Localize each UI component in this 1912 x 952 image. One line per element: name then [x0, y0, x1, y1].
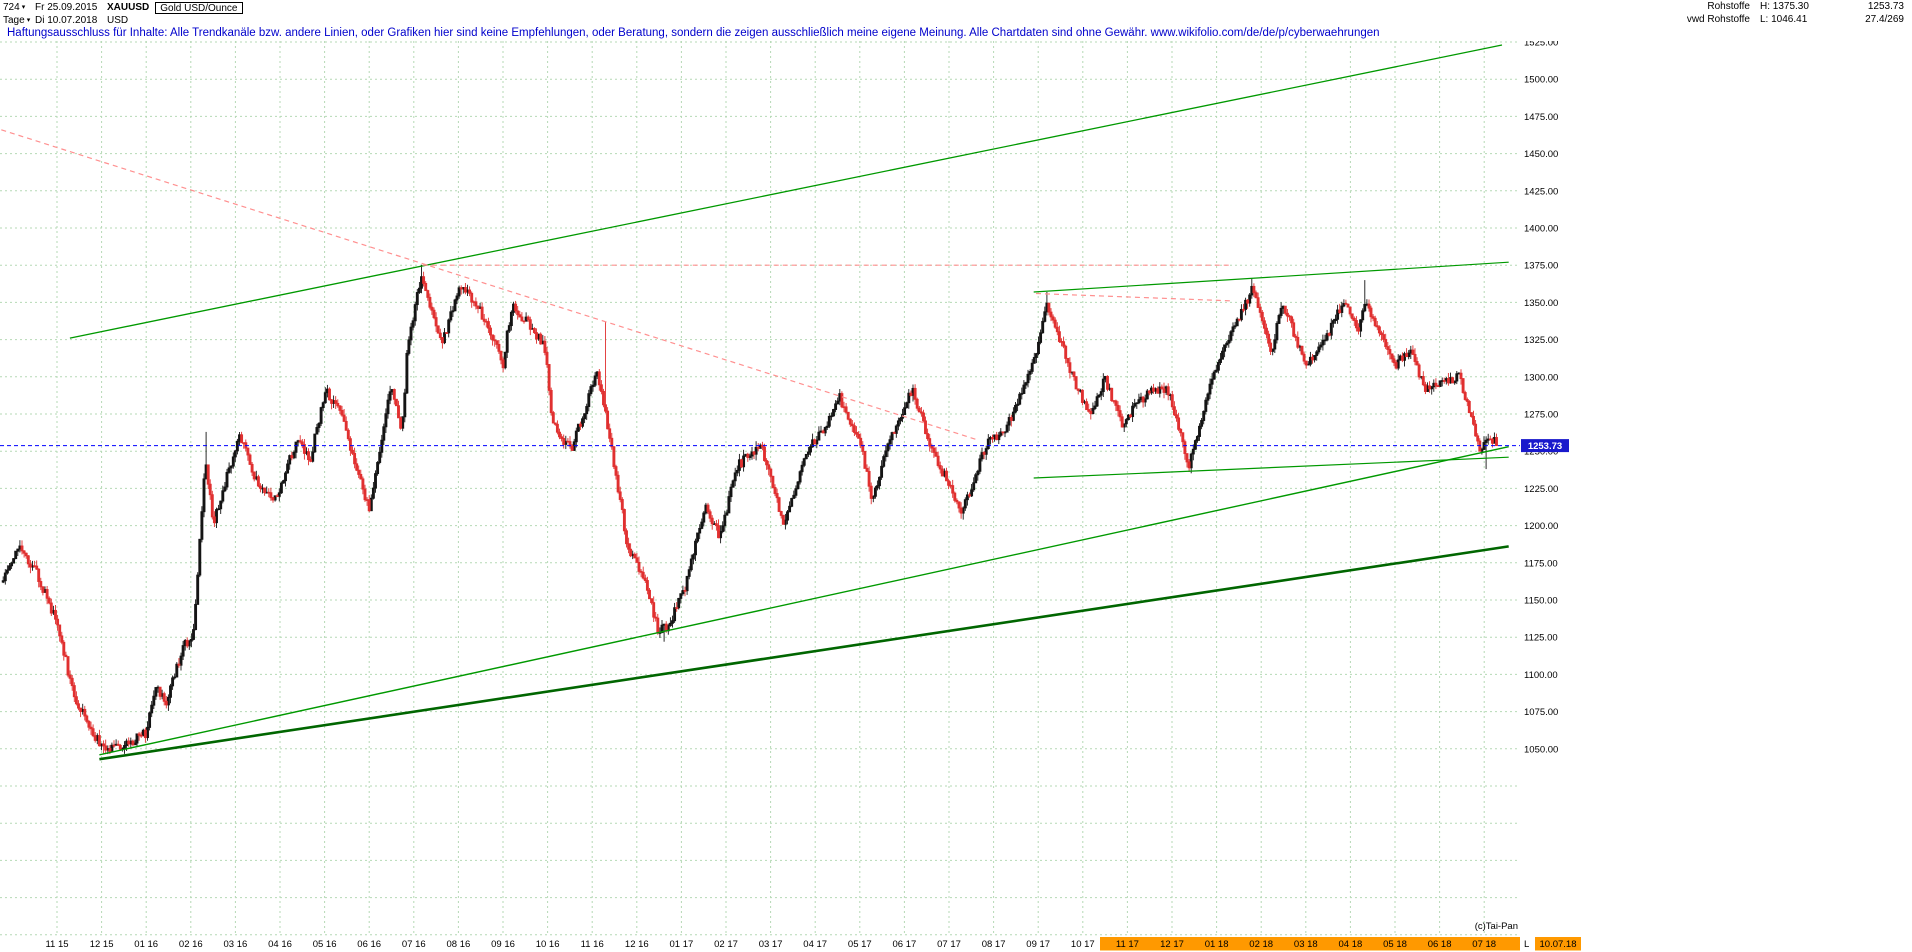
- svg-text:11 16: 11 16: [581, 939, 604, 950]
- svg-text:1050.00: 1050.00: [1524, 744, 1558, 755]
- svg-text:1300.00: 1300.00: [1524, 372, 1558, 383]
- symbol-label: XAUUSD: [107, 1, 150, 13]
- svg-text:06 17: 06 17: [893, 939, 917, 950]
- svg-text:1400.00: 1400.00: [1524, 224, 1558, 235]
- svg-text:02 16: 02 16: [179, 939, 203, 950]
- chevron-down-icon: ▾: [26, 17, 31, 24]
- quote-info: Rohstoffe H: 1375.30 1253.73 vwd Rohstof…: [1658, 1, 1904, 27]
- candles-up: [1, 264, 1496, 755]
- bars-count-dropdown[interactable]: 724 ▾: [3, 2, 35, 14]
- svg-text:1350.00: 1350.00: [1524, 298, 1558, 309]
- price-chart-canvas[interactable]: 1525.00 1500.00 1475.00 1450.00 1425.00 1400.…: [0, 41, 1912, 952]
- x-axis-highlight: [1100, 937, 1520, 951]
- svg-text:03 18: 03 18: [1294, 939, 1318, 950]
- svg-text:11 17: 11 17: [1116, 939, 1139, 950]
- svg-text:1150.00: 1150.00: [1524, 596, 1558, 607]
- chevron-down-icon: ▾: [21, 4, 26, 11]
- svg-text:11 15: 11 15: [45, 939, 68, 950]
- svg-text:01 16: 01 16: [134, 939, 158, 950]
- svg-text:1475.00: 1475.00: [1524, 112, 1558, 123]
- svg-text:05 18: 05 18: [1383, 939, 1407, 950]
- svg-text:04 18: 04 18: [1339, 939, 1363, 950]
- y-axis: 1525.00 1500.00 1475.00 1450.00 1425.00 1400.…: [1524, 41, 1558, 755]
- instrument-info: 724 ▾ Fr 25.09.2015 XAUUSD Gold USD/Ounc…: [3, 1, 243, 27]
- ratio-label: 27.4/269: [1865, 14, 1904, 25]
- svg-text:1200.00: 1200.00: [1524, 521, 1558, 532]
- svg-text:01 17: 01 17: [670, 939, 694, 950]
- period-low-label: L: 1046.41: [1760, 14, 1808, 25]
- svg-text:06 18: 06 18: [1428, 939, 1452, 950]
- category-label: Rohstoffe: [1707, 1, 1750, 12]
- trendline-upper-channel[interactable]: [69, 44, 1503, 339]
- svg-text:01 18: 01 18: [1205, 939, 1229, 950]
- svg-text:10 17: 10 17: [1071, 939, 1095, 950]
- svg-text:03 17: 03 17: [759, 939, 783, 950]
- svg-text:02 17: 02 17: [714, 939, 738, 950]
- svg-text:1525.00: 1525.00: [1524, 41, 1558, 49]
- instrument-title: Gold USD/Ounce: [155, 1, 243, 14]
- timeframe-value: Tage: [3, 14, 25, 26]
- start-date-label: Fr 25.09.2015: [35, 1, 98, 13]
- trend-lines: [1, 44, 1509, 761]
- last-marker: L: [1524, 939, 1529, 950]
- period-high-label: H: 1375.30: [1760, 1, 1809, 12]
- svg-text:02 18: 02 18: [1249, 939, 1273, 950]
- svg-text:07 17: 07 17: [937, 939, 961, 950]
- svg-text:09 16: 09 16: [491, 939, 515, 950]
- svg-text:12 16: 12 16: [625, 939, 649, 950]
- svg-text:1125.00: 1125.00: [1524, 633, 1558, 644]
- svg-text:06 16: 06 16: [357, 939, 381, 950]
- svg-text:1253.73: 1253.73: [1528, 441, 1562, 452]
- svg-text:1250.00: 1250.00: [1524, 447, 1558, 458]
- header-bar: 724 ▾ Fr 25.09.2015 XAUUSD Gold USD/Ounc…: [0, 0, 1912, 27]
- x-axis: 11 15 12 15 01 16 02 16 03 16 04 16 05 16 06 16…: [45, 937, 1581, 951]
- svg-text:04 17: 04 17: [803, 939, 827, 950]
- svg-text:1275.00: 1275.00: [1524, 410, 1558, 421]
- svg-text:1225.00: 1225.00: [1524, 484, 1558, 495]
- svg-text:1175.00: 1175.00: [1524, 558, 1558, 569]
- svg-text:07 16: 07 16: [402, 939, 426, 950]
- svg-text:1075.00: 1075.00: [1524, 707, 1558, 718]
- svg-text:03 16: 03 16: [224, 939, 248, 950]
- disclaimer-text: Haftungsausschluss für Inhalte: Alle Tre…: [7, 27, 1380, 39]
- trendline-major-support-thick[interactable]: [99, 545, 1509, 761]
- watermark: (c)Tai-Pan: [1475, 921, 1518, 932]
- svg-text:08 16: 08 16: [447, 939, 471, 950]
- trendline-highs-connector[interactable]: [1035, 292, 1233, 302]
- trendline-support-bottom-right[interactable]: [1033, 456, 1509, 479]
- trendline-long-support[interactable]: [99, 446, 1509, 756]
- trendline-descending-resistance[interactable]: [1, 129, 976, 440]
- svg-text:1500.00: 1500.00: [1524, 75, 1558, 86]
- svg-text:12 17: 12 17: [1160, 939, 1184, 950]
- svg-text:04 16: 04 16: [268, 939, 292, 950]
- last-price-badge: 1253.73: [1521, 439, 1569, 453]
- svg-text:1100.00: 1100.00: [1524, 670, 1558, 681]
- last-price-label: 1253.73: [1867, 1, 1904, 12]
- svg-text:1425.00: 1425.00: [1524, 186, 1558, 197]
- svg-text:1450.00: 1450.00: [1524, 149, 1558, 160]
- bars-count-value: 724: [3, 1, 20, 13]
- svg-text:12 15: 12 15: [90, 939, 114, 950]
- svg-text:08 17: 08 17: [982, 939, 1006, 950]
- svg-text:09 17: 09 17: [1026, 939, 1050, 950]
- svg-text:10 16: 10 16: [536, 939, 560, 950]
- svg-text:05 17: 05 17: [848, 939, 872, 950]
- svg-text:1375.00: 1375.00: [1524, 261, 1558, 272]
- candles-down: [20, 271, 1498, 755]
- timeframe-dropdown[interactable]: Tage ▾: [3, 15, 35, 27]
- source-label: vwd Rohstoffe: [1686, 14, 1750, 25]
- svg-text:05 16: 05 16: [313, 939, 337, 950]
- currency-label: USD: [107, 14, 129, 26]
- trendline-resistance-top-right[interactable]: [1033, 261, 1509, 293]
- chart-grid: [0, 41, 1520, 936]
- svg-text:07 18: 07 18: [1472, 939, 1496, 950]
- svg-text:1325.00: 1325.00: [1524, 335, 1558, 346]
- end-date-label: Di 10.07.2018: [35, 14, 98, 26]
- last-date-label: 10.07.18: [1540, 939, 1577, 950]
